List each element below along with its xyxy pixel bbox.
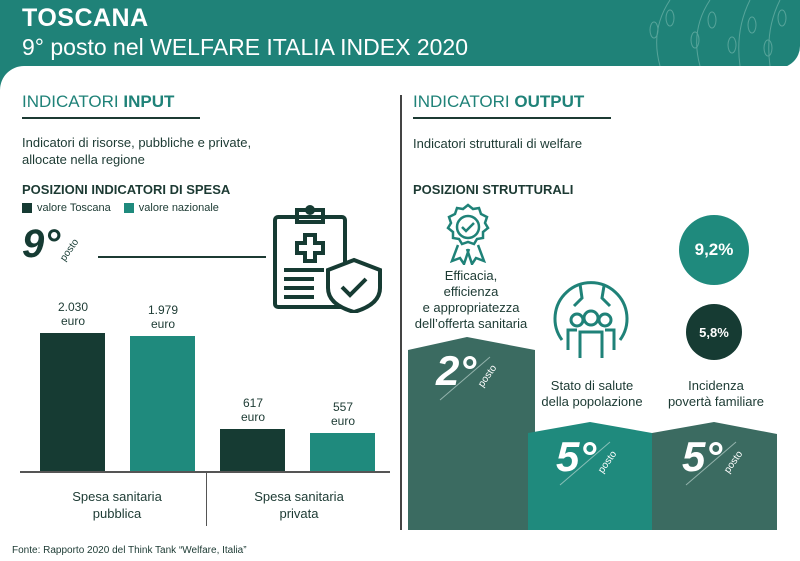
input-heading: INDICATORI INPUT [22,92,175,111]
legend-swatch-nazionale [123,203,134,213]
rank-line [98,256,266,258]
x-axis [20,471,390,473]
input-subheading: POSIZIONI INDICATORI DI SPESA [22,182,231,197]
legend: valore Toscana valore nazionale [22,202,219,214]
bar-unit: euro [150,317,176,332]
output-heading: INDICATORI OUTPUT [413,92,585,111]
header-banner [0,0,800,68]
input-underline [22,117,200,119]
output-label-1: Efficacia, efficienza e appropriatezza dell… [414,268,528,331]
bar-value: 557 [332,400,354,415]
bar-value: 1.979 [147,303,179,318]
clipboard-shield-icon [273,205,382,313]
population-globe-icon [553,281,629,358]
legend-label-nazionale: valore nazionale [138,202,219,214]
page-title: TOSCANA [22,4,149,32]
bar-nazionale-0 [130,336,195,471]
output-underline [413,117,611,119]
output-rank-1: 2° [436,347,477,394]
category-label-pubblica: Spesa sanitaria pubblica [72,489,162,521]
value-circle-nazionale: 9,2% [679,215,749,285]
podium-step-2 [528,422,652,530]
output-label-2: Stato di salute della popolazione [541,378,643,409]
bar-value-label: 1.979 euro [123,303,203,331]
award-badge-icon [446,203,490,265]
legend-swatch-toscana [22,203,32,213]
value-circle-toscana: 5,8% [686,304,742,360]
input-description: Indicatori di risorse, pubbliche e priva… [22,135,252,167]
bar-unit: euro [60,314,86,328]
podium-step-3 [652,422,777,530]
panel-divider [400,95,402,530]
category-label-privata: Spesa sanitaria privata [254,489,344,521]
podium-step-1 [408,337,535,530]
category-separator [206,472,207,526]
source-note: Fonte: Rapporto 2020 del Think Tank “Wel… [12,545,247,556]
bar-value: 617 [242,396,264,411]
bar-value: 2.030 [57,300,89,314]
bar-nazionale-1 [310,433,375,471]
output-description: Indicatori strutturali di welfare [413,136,583,151]
bar-unit: euro [330,414,356,429]
page-subtitle: 9° posto nel WELFARE ITALIA INDEX 2020 [22,34,468,60]
bar-value-label: 557 euro [303,400,383,428]
output-rank-3: 5° [682,433,723,480]
bar-value-label: 2.030 euro [33,300,113,328]
bar-toscana-0 [40,333,105,471]
output-label-3: Incidenza povertà familiare [667,378,765,409]
leaves-decoration-icon [649,0,787,66]
bar-toscana-1 [220,429,285,471]
bar-value-label: 617 euro [213,396,293,424]
input-rank: 9° [22,222,61,266]
legend-label-toscana: valore Toscana [37,202,111,214]
bar-unit: euro [240,410,266,425]
output-subheading: POSIZIONI STRUTTURALI [413,182,574,197]
output-rank-2: 5° [556,433,597,480]
